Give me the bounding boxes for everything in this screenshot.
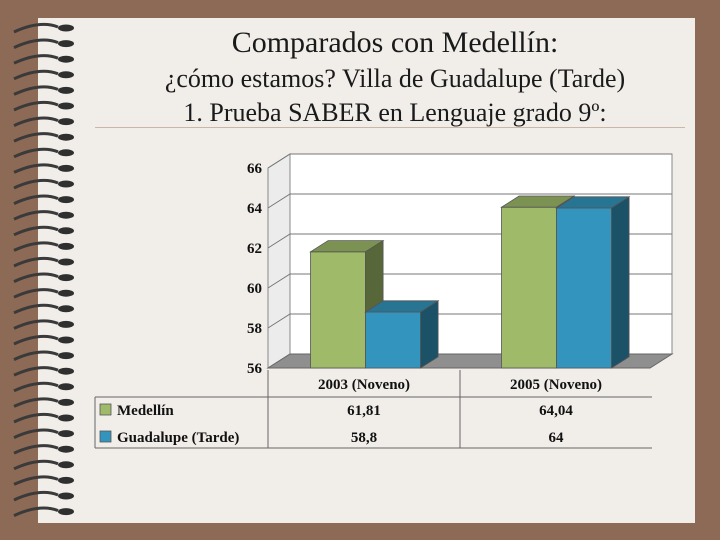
spiral-hole [58, 414, 74, 422]
y-tick-label: 56 [247, 361, 263, 377]
data-table: 2003 (Noveno) 2005 (Noveno) Medellín 61,81 6… [94, 370, 652, 449]
bar-guadalupe-2 [556, 207, 612, 369]
legend-label: Guadalupe (Tarde) [117, 430, 239, 446]
data-label: 64 [549, 430, 565, 446]
spiral-ring [13, 428, 59, 439]
spiral-hole [58, 40, 74, 48]
category-label: 2003 (Noveno) [318, 377, 410, 393]
spiral-ring [13, 100, 59, 112]
spiral-hole [58, 430, 74, 438]
chart-side-wall [267, 153, 291, 369]
bar-medellin-2 [501, 206, 557, 369]
spiral-ring [13, 54, 59, 65]
spiral-ring [13, 116, 59, 127]
spiral-hole [58, 367, 74, 375]
spiral-ring [13, 210, 59, 221]
spiral-ring [13, 163, 59, 174]
spiral-ring [13, 490, 59, 502]
spiral-ring [13, 381, 59, 393]
gridline [267, 193, 672, 209]
spiral-ring [13, 475, 59, 486]
spiral-hole [58, 242, 74, 250]
title-underline [95, 127, 685, 128]
slide-title: Comparados con Medellín: [231, 26, 559, 59]
bar-side [420, 300, 439, 369]
category-label: 2005 (Noveno) [510, 377, 602, 393]
data-label: 64,04 [539, 403, 573, 419]
spiral-hole [58, 383, 74, 391]
spiral-hole [58, 492, 74, 500]
spiral-hole [58, 133, 74, 141]
spiral-ring [13, 506, 59, 517]
spiral-hole [58, 180, 74, 188]
spiral-hole [58, 227, 74, 235]
spiral-ring [13, 350, 59, 361]
spiral-ring [13, 272, 59, 283]
spiral-hole [58, 445, 74, 453]
spiral-ring [13, 412, 59, 424]
spiral-ring [13, 319, 59, 330]
notebook-spiral [13, 22, 74, 517]
spiral-hole [58, 336, 74, 344]
gridline [267, 153, 672, 169]
spiral-ring [13, 397, 59, 408]
spiral-ring [13, 444, 59, 455]
spiral-hole [58, 149, 74, 157]
spiral-ring [13, 85, 59, 96]
spiral-ring [13, 178, 59, 190]
legend-swatch [99, 430, 112, 443]
y-axis-ticks: 56 58 60 62 64 66 [247, 161, 263, 377]
bar-guadalupe-1 [365, 311, 421, 369]
spiral-hole [58, 320, 74, 328]
spiral-hole [58, 24, 74, 32]
y-tick-label: 66 [247, 161, 263, 177]
spiral-ring [13, 303, 59, 315]
spiral-hole [58, 274, 74, 282]
spiral-hole [58, 86, 74, 94]
spiral-hole [58, 305, 74, 313]
slide-subtitle-2: 1. Prueba SABER en Lenguaje grado 9º: [183, 98, 607, 127]
data-label: 61,81 [347, 403, 381, 419]
spiral-ring [13, 69, 59, 81]
bar-side [611, 196, 630, 369]
spiral-hole [58, 102, 74, 110]
spiral-ring [13, 256, 59, 268]
spiral-ring [13, 38, 59, 49]
spiral-hole [58, 55, 74, 63]
spiral-ring [13, 334, 59, 346]
spiral-ring [13, 459, 59, 471]
y-tick-label: 60 [247, 281, 262, 297]
spiral-ring [13, 241, 59, 252]
slide-subtitle: ¿cómo estamos? Villa de Guadalupe (Tarde… [164, 64, 626, 93]
bar-medellin-1 [310, 251, 366, 369]
legend-swatch [99, 403, 112, 416]
spiral-hole [58, 71, 74, 79]
y-tick-label: 64 [247, 201, 263, 217]
legend-label: Medellín [117, 403, 174, 419]
spiral-hole [58, 196, 74, 204]
y-tick-label: 58 [247, 321, 262, 337]
data-label: 58,8 [351, 430, 377, 446]
spiral-ring [13, 225, 59, 237]
spiral-ring [13, 132, 59, 143]
spiral-hole [58, 508, 74, 516]
spiral-ring [13, 22, 59, 34]
spiral-hole [58, 476, 74, 484]
spiral-hole [58, 289, 74, 297]
spiral-ring [13, 194, 59, 205]
spiral-hole [58, 164, 74, 172]
spiral-hole [58, 398, 74, 406]
spiral-hole [58, 118, 74, 126]
spiral-hole [58, 258, 74, 266]
spiral-hole [58, 352, 74, 360]
spiral-ring [13, 147, 59, 159]
y-tick-label: 62 [247, 241, 262, 257]
spiral-ring [13, 288, 59, 299]
spiral-hole [58, 211, 74, 219]
spiral-hole [58, 461, 74, 469]
spiral-ring [13, 366, 59, 377]
bars [309, 195, 631, 369]
